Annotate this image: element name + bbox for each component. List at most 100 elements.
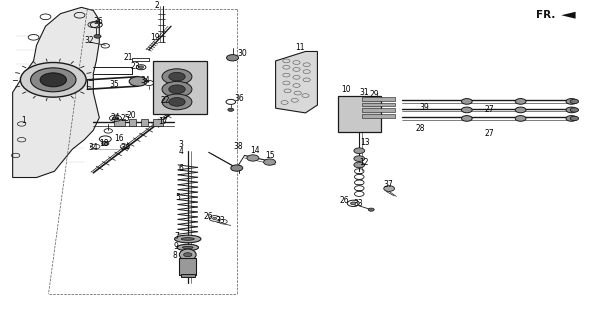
Text: 32: 32 xyxy=(84,36,94,45)
Text: 13: 13 xyxy=(361,138,370,147)
Circle shape xyxy=(570,116,579,121)
Circle shape xyxy=(354,148,365,154)
Circle shape xyxy=(566,116,577,121)
Circle shape xyxy=(461,99,472,104)
Text: 34: 34 xyxy=(89,143,98,152)
Circle shape xyxy=(515,99,526,104)
Bar xyxy=(180,274,195,277)
Bar xyxy=(129,119,137,125)
Circle shape xyxy=(384,186,395,191)
Circle shape xyxy=(515,107,526,113)
Circle shape xyxy=(113,117,119,120)
Ellipse shape xyxy=(181,238,194,240)
Text: 36: 36 xyxy=(235,94,244,103)
Text: 1: 1 xyxy=(21,116,26,125)
Circle shape xyxy=(20,62,86,97)
Circle shape xyxy=(228,108,234,111)
Text: 24: 24 xyxy=(111,113,120,122)
Circle shape xyxy=(162,94,192,110)
Text: 4: 4 xyxy=(179,147,184,156)
Text: 34: 34 xyxy=(140,76,150,85)
Text: 27: 27 xyxy=(485,105,494,114)
Bar xyxy=(338,96,381,132)
Text: 16: 16 xyxy=(114,134,124,143)
Text: 35: 35 xyxy=(110,80,119,89)
Bar xyxy=(153,61,207,115)
Text: 19: 19 xyxy=(150,33,160,42)
Circle shape xyxy=(247,155,259,161)
Text: 36: 36 xyxy=(93,17,103,26)
Polygon shape xyxy=(276,52,317,113)
Circle shape xyxy=(354,156,365,162)
Circle shape xyxy=(31,68,76,92)
Text: 29: 29 xyxy=(370,91,379,100)
Circle shape xyxy=(354,162,365,168)
Text: 12: 12 xyxy=(359,158,369,167)
Circle shape xyxy=(461,107,472,113)
Text: 33: 33 xyxy=(353,199,363,208)
Text: FR.: FR. xyxy=(536,10,555,20)
Text: 6: 6 xyxy=(179,164,184,172)
Text: 11: 11 xyxy=(295,43,304,52)
Ellipse shape xyxy=(183,253,192,257)
Text: 39: 39 xyxy=(419,103,429,112)
Bar xyxy=(114,119,125,125)
Circle shape xyxy=(368,208,374,211)
Circle shape xyxy=(570,99,579,104)
Circle shape xyxy=(40,73,66,87)
Circle shape xyxy=(566,99,577,104)
Bar xyxy=(153,119,163,125)
Circle shape xyxy=(226,55,238,61)
Bar xyxy=(362,108,395,112)
Text: 28: 28 xyxy=(416,124,425,133)
Circle shape xyxy=(139,66,144,68)
Text: 23: 23 xyxy=(131,62,141,71)
Text: 21: 21 xyxy=(123,53,133,62)
Polygon shape xyxy=(13,7,99,178)
Polygon shape xyxy=(561,12,576,19)
Circle shape xyxy=(129,77,147,86)
Text: 14: 14 xyxy=(250,146,259,155)
Text: 26: 26 xyxy=(204,212,213,221)
Circle shape xyxy=(102,141,109,145)
Bar xyxy=(141,119,149,125)
Text: 15: 15 xyxy=(265,151,274,160)
Circle shape xyxy=(169,72,185,81)
Circle shape xyxy=(570,108,579,112)
Circle shape xyxy=(264,159,276,165)
Circle shape xyxy=(169,85,185,94)
Text: 22: 22 xyxy=(161,96,170,105)
Circle shape xyxy=(566,107,577,113)
Circle shape xyxy=(350,202,356,205)
Bar xyxy=(362,114,395,118)
Text: 3: 3 xyxy=(179,140,184,149)
Ellipse shape xyxy=(177,244,198,251)
Bar xyxy=(179,258,196,275)
Text: 10: 10 xyxy=(341,85,351,94)
Text: 31: 31 xyxy=(359,88,369,97)
Text: 18: 18 xyxy=(99,139,108,148)
Text: 5: 5 xyxy=(176,193,181,202)
Text: 34: 34 xyxy=(120,143,130,152)
Text: 17: 17 xyxy=(158,117,168,126)
Text: 38: 38 xyxy=(234,142,243,151)
Ellipse shape xyxy=(182,246,193,249)
Text: 26: 26 xyxy=(340,196,349,205)
Circle shape xyxy=(213,217,217,220)
Text: 27: 27 xyxy=(485,129,494,138)
Text: 30: 30 xyxy=(237,49,247,58)
Text: 7: 7 xyxy=(174,232,180,241)
Circle shape xyxy=(94,35,101,38)
Circle shape xyxy=(162,69,192,84)
Text: 20: 20 xyxy=(126,111,136,120)
Circle shape xyxy=(515,116,526,121)
Circle shape xyxy=(169,98,185,106)
Text: 2: 2 xyxy=(155,1,160,10)
Ellipse shape xyxy=(174,235,201,243)
Bar xyxy=(362,97,395,100)
Text: 25: 25 xyxy=(120,114,130,123)
Text: 37: 37 xyxy=(383,180,393,189)
Bar xyxy=(362,102,395,106)
Text: 33: 33 xyxy=(216,216,225,225)
Text: 9: 9 xyxy=(173,242,179,251)
